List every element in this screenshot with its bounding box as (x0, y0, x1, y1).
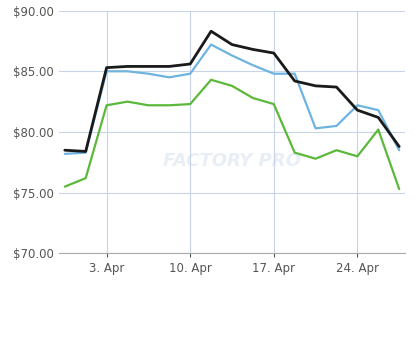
Text: FACTORY PRO: FACTORY PRO (163, 152, 301, 170)
